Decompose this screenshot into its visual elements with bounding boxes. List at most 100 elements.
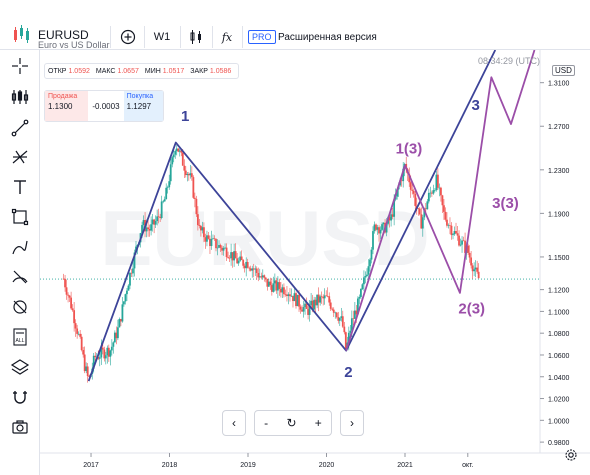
candle-body [477,271,480,279]
candle-body [215,238,217,249]
price-chart[interactable]: EURUSD 1 2 3 1(3) 2(3) 3(3) 1.3100 1.2700 1.230… [40,50,590,475]
candle-body [67,294,69,296]
candle-body [239,256,242,261]
camera-icon[interactable] [10,417,30,437]
price-tick-label: 1.0400 [548,375,570,382]
trade-panel: Продажа 1.1300 -0.0003 Покупка 1.1297 [44,90,164,122]
candle-body [429,192,432,194]
candle-body [335,312,338,318]
pro-badge[interactable]: PRO [248,30,276,44]
candle-body [254,268,257,270]
candle-body [313,299,316,310]
candle-body [350,318,353,331]
candle-body [459,244,462,246]
candle-body [334,312,337,314]
text-icon[interactable] [10,177,30,197]
time-tick-label: 2020 [319,462,335,469]
reset-chart-button[interactable]: ↻ [286,416,297,430]
indicators-button[interactable]: fx [221,30,233,44]
time-tick-label: 2019 [240,462,256,469]
chart-type-button[interactable] [186,26,206,48]
candle-body [338,317,341,321]
all-tools-icon[interactable]: ALL [10,327,30,347]
symbol-name[interactable]: EURUSD [38,28,89,42]
chart-area[interactable]: EURUSD 1 2 3 1(3) 2(3) 3(3) 1.3100 1.2700 1.230… [40,50,590,475]
candle-body [68,295,71,298]
plus-circle-icon [120,29,136,45]
candle-body [287,294,290,297]
open-label: ОТКР [48,67,67,75]
buy-button[interactable]: Покупка 1.1297 [123,91,163,121]
candle-body [358,296,361,299]
candle-body [204,237,207,242]
timeframe-button[interactable]: W1 [153,31,171,43]
candle-body [70,297,72,309]
candle-body [298,294,300,307]
candle-body [216,247,219,249]
candle-body [278,282,281,289]
time-tick-label: 2021 [397,462,413,469]
measure-icon[interactable] [10,267,30,287]
layers-icon[interactable] [10,357,30,377]
zoom-in-button[interactable]: + [314,416,322,430]
fib-tool-icon[interactable] [10,147,30,167]
price-axis[interactable]: 1.3100 1.2700 1.2300 1.1900 1.1500 1.1200 1.10… [539,50,570,453]
candle-body [314,299,317,306]
candle-body [373,224,376,232]
candle-body [94,355,97,358]
candle-body [270,285,273,292]
candle-body [293,293,296,302]
currency-label[interactable]: USD [552,65,575,76]
candle-body [388,217,391,221]
candle-body [156,216,159,222]
magnet-icon[interactable] [10,387,30,407]
candle-body [449,225,451,226]
trendline-icon[interactable] [10,118,30,138]
candle-body [400,180,403,182]
add-symbol-button[interactable] [118,26,138,48]
candle-body [370,249,373,260]
candles-tool-icon[interactable] [10,87,30,107]
candle-body [355,310,358,315]
candle-body [411,189,414,191]
pro-version-link[interactable]: Расширенная версия [278,32,377,43]
crosshair-icon[interactable] [10,56,30,76]
brush-icon[interactable] [10,237,30,257]
candle-body [187,174,190,176]
candle-body [252,268,255,270]
sell-label: Продажа [48,93,78,100]
scroll-left-button[interactable]: ‹ [222,410,246,436]
sell-price: 1.1300 [48,102,73,111]
candle-body [308,305,311,315]
candle-body [73,310,76,324]
toolbar-divider [180,26,181,48]
rectangle-icon[interactable] [10,207,30,227]
candle-body [275,280,278,291]
candle-body [360,289,362,297]
candle-body [296,294,299,307]
time-axis[interactable]: 2017 2018 2019 2020 2021 окт. [40,452,590,469]
candle-body [103,349,106,359]
price-tick-label: 1.3100 [548,81,570,88]
candle-body [435,174,438,191]
sell-button[interactable]: Продажа 1.1300 [45,91,89,121]
candle-body [77,333,80,335]
candle-body [280,288,282,293]
candle-body [225,247,228,258]
gear-icon[interactable] [564,448,578,462]
candle-body [148,229,151,231]
candle-body [203,227,205,238]
low-value: 1.0517 [162,67,185,75]
candle-body [234,251,237,259]
scroll-right-button[interactable]: › [340,410,364,436]
ruler-icon[interactable] [10,297,30,317]
candle-body [426,201,429,210]
zoom-out-button[interactable]: - [264,416,269,430]
candle-body [230,252,233,259]
major-wave-label-1: 1 [181,108,189,125]
navigation-controls: ‹ - ↻ + › [222,410,364,438]
candle-body [184,170,187,176]
price-tick-label: 1.2700 [548,124,570,131]
candle-body [97,356,100,359]
candle-body [201,227,204,231]
